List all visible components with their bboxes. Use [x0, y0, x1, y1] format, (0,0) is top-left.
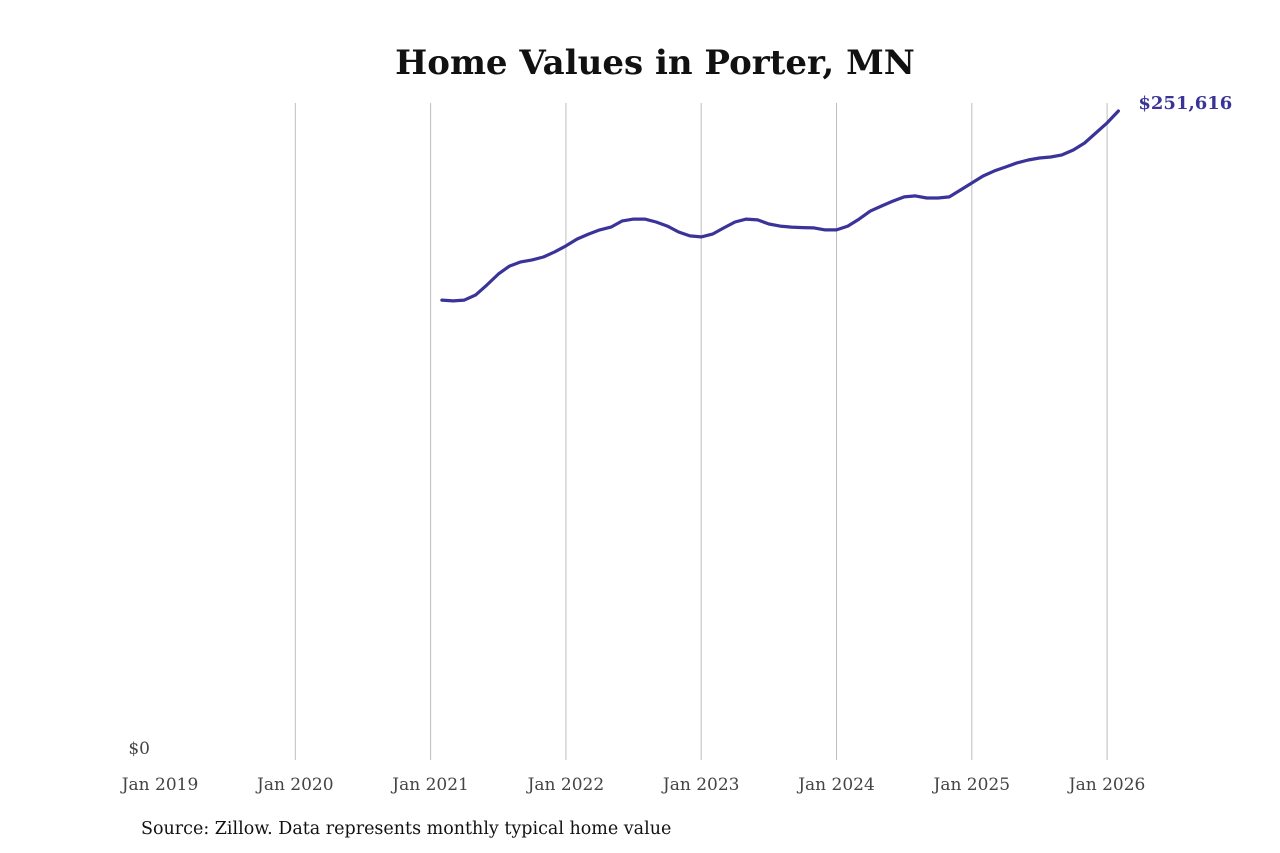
source-note: Source: Zillow. Data represents monthly …: [141, 819, 671, 839]
x-tick-label: Jan 2023: [661, 775, 740, 795]
x-tick-label: Jan 2024: [796, 775, 875, 795]
end-value-label: $251,616: [1138, 93, 1232, 114]
x-tick-label: Jan 2021: [390, 775, 469, 795]
x-axis-ticks: Jan 2019 Jan 2020 Jan 2021 Jan 2022 Jan 2023…: [120, 775, 1146, 795]
series-line: [440, 109, 1120, 303]
y-tick-label-0: $0: [128, 739, 150, 759]
gridlines: [294, 103, 1108, 760]
x-tick-label: Jan 2022: [526, 775, 605, 795]
x-tick-label: Jan 2025: [932, 775, 1011, 795]
chart-title: Home Values in Porter, MN: [395, 43, 915, 83]
x-tick-label: Jan 2019: [120, 775, 199, 795]
x-tick-label: Jan 2020: [255, 775, 334, 795]
x-tick-label: Jan 2026: [1067, 775, 1146, 795]
